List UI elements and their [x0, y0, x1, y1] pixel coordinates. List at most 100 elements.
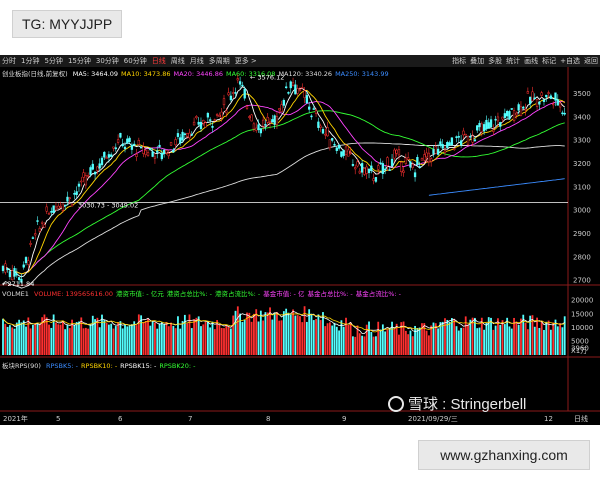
candle-body: [227, 92, 230, 96]
candle-body: [93, 171, 97, 175]
candle-body: [248, 116, 251, 118]
volume-bar: [423, 323, 426, 355]
volume-bar: [32, 324, 34, 355]
mid-annotation: 3030.73 - 3049.02: [78, 202, 138, 210]
tab-6[interactable]: 日线: [151, 57, 166, 65]
candle-body: [547, 92, 550, 94]
volume-bar: [163, 324, 166, 355]
candle-body: [482, 124, 486, 132]
volume-bar: [119, 321, 122, 355]
candle-body: [229, 95, 233, 101]
volume-bar: [434, 323, 437, 355]
tool-button-5[interactable]: 标记: [542, 57, 557, 65]
candle-body: [400, 162, 403, 173]
volume-bar: [393, 329, 396, 355]
volume-bar: [540, 320, 543, 355]
candle-body: [160, 152, 163, 160]
volume-bar: [358, 333, 361, 355]
tab-9[interactable]: 多周期: [208, 57, 230, 65]
volume-bar: [556, 326, 559, 355]
x-axis-label-5: 9: [342, 415, 346, 423]
candle-body: [494, 118, 497, 121]
volume-bar: [513, 317, 515, 355]
tab-0[interactable]: 分时: [2, 57, 16, 65]
volume-bar: [213, 329, 216, 355]
volume-bar: [305, 321, 308, 355]
tab-10[interactable]: 更多 >: [234, 57, 257, 65]
volume-bar: [209, 327, 212, 355]
volume-bar: [142, 322, 145, 355]
volume-bar: [356, 325, 359, 355]
candle-body: [232, 92, 235, 94]
tab-5[interactable]: 60分钟: [123, 57, 147, 65]
candle-body: [303, 90, 306, 98]
candle-body: [261, 119, 265, 127]
candle-body: [441, 144, 444, 149]
candle-body: [393, 149, 396, 159]
volume-bar: [292, 309, 294, 355]
volume-bar: [301, 322, 304, 355]
tab-8[interactable]: 月线: [189, 57, 204, 65]
candle-body: [225, 110, 228, 114]
tool-button-4[interactable]: 画线: [524, 57, 539, 65]
tool-button-0[interactable]: 指标: [452, 57, 467, 65]
volume-bar: [204, 321, 207, 355]
tool-button-1[interactable]: 叠加: [470, 57, 485, 65]
volume-bar: [59, 324, 62, 355]
candle-body: [245, 105, 249, 109]
chart-window: 分时 1分钟 5分钟 15分钟 30分钟 60分钟 日线 周线 月线 多周期 更多 > 指标 叠加 多股…: [0, 55, 600, 425]
x-axis-label-3: 7: [188, 415, 192, 423]
candle-body: [176, 133, 180, 137]
volume-bar: [236, 306, 239, 355]
x-axis-label-6: 2021/09/29/三: [408, 415, 458, 423]
candle-body: [204, 122, 207, 128]
tool-button-3[interactable]: 统计: [506, 57, 521, 65]
candle-body: [561, 112, 564, 115]
tab-1[interactable]: 1分钟: [21, 57, 40, 65]
tool-button-2[interactable]: 多股: [488, 57, 503, 65]
candle-body: [280, 104, 283, 113]
volume-bar: [128, 324, 131, 355]
volume-bar: [549, 329, 552, 355]
volume-bar: [328, 322, 331, 355]
volume-bar: [183, 314, 186, 355]
tool-button-7[interactable]: 返回: [584, 57, 598, 65]
candle-body: [116, 139, 120, 143]
volume-bar: [105, 322, 108, 355]
volume-bar: [22, 320, 25, 355]
volume-bar: [75, 322, 78, 355]
candle-body: [45, 206, 48, 212]
candle-body: [450, 137, 454, 146]
volume-bar: [234, 310, 237, 355]
tool-button-6[interactable]: +自选: [560, 57, 580, 65]
kline-chart[interactable]: 3500 3400 3300 3200 3100 3000 2900 2800 2700 2000…: [0, 55, 600, 425]
volume-bar: [517, 324, 520, 355]
candle-body: [383, 168, 387, 171]
tab-2[interactable]: 5分钟: [44, 57, 63, 65]
tab-3[interactable]: 15分钟: [67, 57, 91, 65]
candle-body: [149, 147, 152, 151]
volume-bar: [421, 323, 423, 355]
tab-4[interactable]: 30分钟: [95, 57, 119, 65]
volume-bar: [282, 311, 285, 355]
volume-bar: [103, 320, 106, 355]
volume-bar: [326, 323, 329, 355]
volume-bar: [333, 322, 336, 355]
volume-bar: [531, 315, 534, 355]
candle-body: [319, 125, 322, 128]
tab-7[interactable]: 周线: [170, 57, 185, 65]
candle-body: [8, 271, 12, 278]
candle-body: [374, 176, 378, 182]
volume-bar: [147, 318, 149, 355]
candle-body: [142, 146, 145, 154]
candle-body: [390, 158, 394, 167]
volume-bar: [181, 321, 184, 355]
volume-bar: [331, 325, 334, 355]
volume-bar: [193, 319, 195, 355]
candle-body: [181, 131, 184, 141]
volume-bar: [536, 317, 538, 355]
candle-body: [73, 193, 76, 195]
volume-bar: [471, 317, 474, 355]
volume-bar: [501, 320, 504, 355]
candle-body: [522, 106, 525, 109]
